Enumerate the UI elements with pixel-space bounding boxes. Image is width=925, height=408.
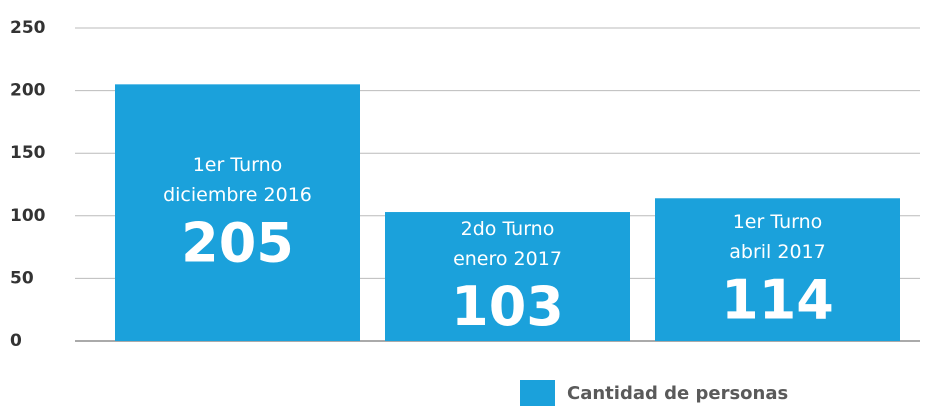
bar-category-label: 2do Turno: [461, 218, 555, 240]
bar: [385, 212, 630, 341]
y-tick-label: 100: [10, 206, 46, 226]
bar-value-label: 114: [721, 268, 834, 331]
bar-category-label: diciembre 2016: [163, 184, 312, 206]
bar: [115, 84, 360, 341]
bar-category-label: 1er Turno: [193, 154, 283, 176]
legend-swatch: [520, 380, 555, 406]
bar-category-label: enero 2017: [453, 248, 562, 270]
bar-category-label: 1er Turno: [733, 211, 823, 233]
bar-value-label: 205: [181, 211, 294, 274]
bar-value-label: 103: [451, 275, 564, 338]
legend-label: Cantidad de personas: [567, 383, 788, 404]
y-tick-label: 150: [10, 143, 46, 163]
y-tick-label: 50: [10, 268, 34, 288]
y-tick-label: 200: [10, 81, 46, 101]
bar-category-label: abril 2017: [729, 241, 825, 263]
y-tick-label: 250: [10, 18, 46, 38]
y-tick-label: 0: [10, 331, 22, 351]
bar: [655, 198, 900, 341]
